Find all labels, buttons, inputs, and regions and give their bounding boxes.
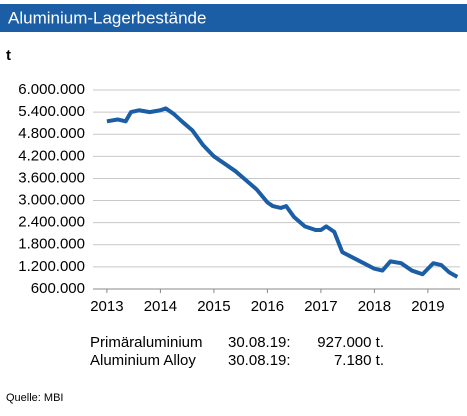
note-text: 7.180 t. (334, 352, 384, 369)
x-tick-label: 2017 (304, 298, 337, 315)
y-tick-label: 5.400.000 (18, 103, 85, 120)
y-tick-label: 6.000.000 (18, 81, 85, 98)
x-tick-label: 2015 (197, 298, 230, 315)
y-tick-label: 2.400.000 (18, 214, 85, 231)
note-text: Aluminium Alloy (90, 352, 196, 369)
source: Quelle: MBI (6, 392, 63, 404)
y-tick-label: 1.800.000 (18, 236, 85, 253)
y-tick-label: 4.200.000 (18, 147, 85, 164)
x-tick-label: 2014 (144, 298, 177, 315)
note-text: Primäraluminium (90, 334, 203, 351)
x-tick-label: 2019 (411, 298, 444, 315)
y-tick-label: 3.000.000 (18, 192, 85, 209)
x-tick-label: 2018 (358, 298, 391, 315)
y-tick-label: 4.800.000 (18, 125, 85, 142)
x-tick-label: 2016 (251, 298, 284, 315)
x-tick-label: 2013 (90, 298, 123, 315)
y-tick-label: 3.600.000 (18, 169, 85, 186)
note-text: 927.000 t. (317, 334, 384, 351)
title-bar (0, 4, 467, 32)
note-text: 30.08.19: (228, 334, 291, 351)
y-tick-label: 1.200.000 (18, 258, 85, 275)
y-axis-unit: t (6, 47, 11, 64)
chart-title: Aluminium-Lagerbestände (8, 8, 206, 27)
note-text: 30.08.19: (228, 352, 291, 369)
data-line (106, 106, 459, 279)
y-tick-label: 600.000 (31, 280, 85, 297)
